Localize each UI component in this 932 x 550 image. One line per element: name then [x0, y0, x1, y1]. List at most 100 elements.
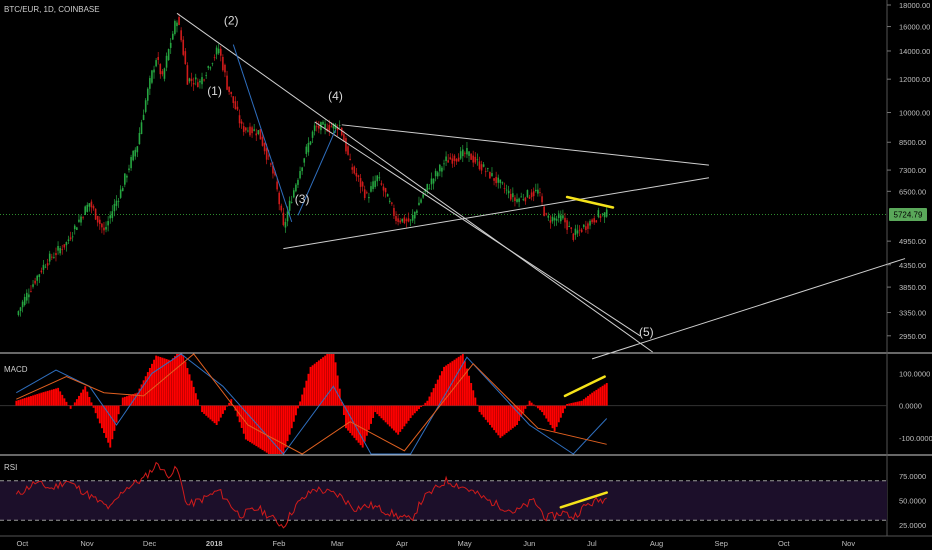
macd-histogram-bar	[461, 354, 464, 406]
time-axis[interactable]: Oct Nov Dec 2018 Feb Mar Apr May Jun Jul Aug Sep Oct…	[17, 539, 856, 548]
macd-histogram-bar	[342, 405, 345, 416]
time-tick-label: Oct	[17, 539, 30, 548]
candle-body	[518, 198, 520, 202]
candle-body	[487, 168, 489, 169]
macd-histogram-bar	[378, 405, 381, 417]
candle-body	[28, 294, 30, 298]
macd-histogram-bar	[324, 355, 327, 406]
macd-histogram-bar	[146, 372, 149, 406]
candle-body	[430, 178, 433, 185]
candle-body	[363, 189, 366, 199]
macd-histogram-bar	[322, 357, 325, 406]
candle-body	[94, 208, 97, 220]
macd-histogram-bar	[361, 405, 364, 448]
candle-body	[128, 168, 130, 171]
candle-body	[466, 148, 468, 155]
candle-body	[497, 177, 500, 183]
macd-histogram-bar	[395, 405, 398, 433]
macd-histogram-bar	[40, 392, 43, 406]
candle-body	[109, 215, 112, 219]
macd-histogram-bar	[103, 405, 105, 434]
candle-body	[436, 172, 439, 177]
macd-histogram-bar	[182, 355, 185, 406]
macd-histogram-bar	[340, 401, 343, 406]
candle-body	[73, 225, 76, 230]
macd-histogram-bar	[148, 367, 151, 406]
candle-body	[88, 203, 91, 207]
divergence-highlight-line[interactable]	[563, 375, 606, 398]
macd-histogram-bar	[593, 391, 596, 406]
macd-histogram-bar	[92, 405, 95, 408]
time-tick-label: Aug	[650, 539, 663, 548]
candle-body	[551, 216, 554, 222]
trendline[interactable]	[341, 124, 709, 166]
price-axis[interactable]: 18000.00 16000.00 14000.00 12000.00 10000.00…	[887, 1, 932, 530]
macd-histogram-bar	[491, 405, 493, 428]
trendline[interactable]	[176, 12, 653, 353]
candle-body	[65, 242, 68, 246]
macd-histogram-bar	[301, 394, 304, 406]
time-tick-label: Jul	[587, 539, 597, 548]
macd-histogram-bar	[320, 358, 322, 406]
macd-histogram-bar	[572, 402, 575, 406]
candle-body	[30, 291, 32, 292]
candle-body	[478, 161, 481, 170]
macd-histogram-bar	[566, 404, 569, 406]
macd-histogram-bar	[153, 359, 156, 406]
macd-histogram-bar	[499, 405, 502, 438]
macd-histogram-bar	[476, 404, 479, 406]
candle-body	[270, 163, 272, 165]
trendline[interactable]	[297, 129, 336, 216]
macd-histogram-bar	[228, 402, 231, 406]
candle-body	[522, 199, 525, 201]
trendline[interactable]	[591, 258, 906, 360]
macd-histogram-bar	[559, 405, 562, 418]
macd-histogram-bar	[511, 405, 514, 429]
candle-body	[351, 167, 354, 170]
candle-body	[25, 292, 28, 301]
macd-histogram-bar	[526, 404, 529, 406]
candle-body	[240, 121, 243, 124]
candle-body	[322, 121, 324, 125]
trendline[interactable]	[232, 44, 293, 223]
candle-body	[274, 171, 276, 176]
macd-histogram-bar	[497, 405, 500, 436]
candle-body	[117, 200, 120, 202]
candle-body	[514, 197, 516, 202]
candle-body	[357, 175, 360, 178]
candle-body	[464, 152, 466, 154]
candle-body	[44, 266, 47, 268]
candle-body	[209, 67, 212, 69]
price-tick-label: 12000.00	[899, 75, 930, 84]
macd-histogram-bar	[84, 386, 87, 406]
candle-body	[401, 218, 404, 222]
divergence-highlight-line[interactable]	[565, 195, 615, 209]
candle-body	[541, 196, 543, 203]
divergence-highlights[interactable]	[559, 195, 615, 509]
candle-body	[63, 244, 66, 248]
candle-body	[299, 171, 301, 179]
candle-body	[376, 175, 379, 182]
macd-histogram-bar	[430, 392, 433, 406]
trendline[interactable]	[314, 121, 641, 337]
candle-body	[55, 253, 57, 256]
rsi-panel-label: RSI	[4, 463, 17, 472]
current-price-label: 5724.79	[894, 211, 923, 220]
macd-histogram-bar	[349, 405, 352, 434]
macd-histogram-bar	[100, 405, 103, 429]
macd-histogram-bar	[88, 397, 91, 406]
candle-body	[386, 194, 389, 197]
trendline[interactable]	[283, 177, 710, 250]
trendlines[interactable]	[176, 12, 906, 360]
current-price-badge	[889, 208, 927, 222]
macd-histogram-bar	[315, 362, 318, 406]
macd-histogram-bar	[345, 405, 347, 429]
macd-histogram-bar	[587, 395, 589, 406]
candle-body	[265, 148, 268, 160]
macd-histogram-bar	[470, 383, 473, 406]
candle-body	[255, 133, 258, 136]
macd-histogram-bar	[38, 393, 41, 406]
macd-histogram-bar	[194, 393, 197, 406]
divergence-highlight-line[interactable]	[559, 491, 608, 509]
